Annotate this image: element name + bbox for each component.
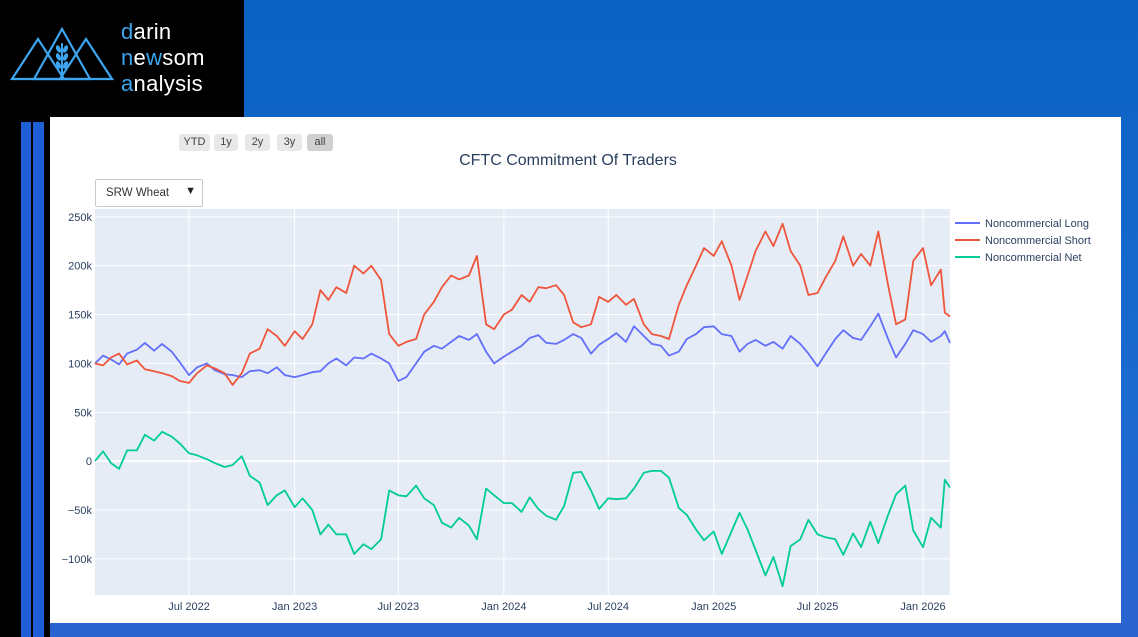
x-tick-label: Jul 2023	[378, 601, 420, 613]
x-tick-label: Jul 2022	[168, 601, 210, 613]
y-tick-label: 200k	[68, 261, 92, 273]
legend-item[interactable]: Noncommercial Short	[955, 235, 1091, 247]
x-tick-label: Jan 2023	[272, 601, 317, 613]
chart-title: CFTC Commitment Of Traders	[459, 152, 677, 169]
caret-down-icon: ▼	[185, 185, 196, 197]
range-button-2y[interactable]: 2y	[245, 134, 270, 151]
triangle-wheat-logo-icon	[10, 26, 114, 81]
x-tick-label: Jul 2024	[587, 601, 629, 613]
y-tick-label: 50k	[74, 407, 92, 419]
logo-text-line-2: newsom	[121, 45, 205, 70]
legend-item[interactable]: Noncommercial Long	[955, 218, 1089, 230]
series-line-noncommercial-short	[94, 222, 951, 386]
cot-line-chart: Jul 2022 Jan 2023 Jul 2023 Jan 2024 Jul 2024…	[62, 152, 1091, 613]
logo-text-line-3: analysis	[121, 71, 203, 96]
x-tick-label: Jan 2025	[691, 601, 736, 613]
y-tick-label: 150k	[68, 310, 92, 322]
chart-panel: YTD 1y 2y 3y all SRW Wheat ▼ Jul 2022 Jan…	[50, 117, 1121, 623]
x-tick-label: Jul 2025	[797, 601, 839, 613]
y-tick-label: 250k	[68, 212, 92, 224]
range-button-3y[interactable]: 3y	[277, 134, 302, 151]
y-tick-label: 0	[86, 456, 92, 468]
dropdown-selected-value: SRW Wheat	[106, 187, 170, 199]
left-decor-divider	[31, 122, 33, 637]
y-tick-label: −100k	[62, 554, 93, 566]
logo-text-line-1: darin	[121, 19, 172, 44]
series-line-noncommercial-long	[94, 312, 951, 382]
range-button-all[interactable]: all	[307, 134, 333, 151]
legend-label: Noncommercial Short	[985, 235, 1091, 247]
y-tick-label: −50k	[68, 505, 93, 517]
plot-area	[95, 209, 950, 595]
legend-label: Noncommercial Long	[985, 218, 1089, 230]
x-tick-label: Jan 2024	[481, 601, 526, 613]
range-button-ytd[interactable]: YTD	[179, 134, 210, 151]
legend-label: Noncommercial Net	[985, 252, 1082, 264]
y-tick-label: 100k	[68, 358, 92, 370]
logo-banner: darin newsom analysis	[0, 0, 244, 117]
series-line-noncommercial-net	[94, 430, 951, 588]
range-button-1y[interactable]: 1y	[214, 134, 238, 151]
commodity-dropdown[interactable]: SRW Wheat ▼	[95, 179, 203, 207]
x-tick-label: Jan 2026	[900, 601, 945, 613]
legend-item[interactable]: Noncommercial Net	[955, 252, 1082, 264]
